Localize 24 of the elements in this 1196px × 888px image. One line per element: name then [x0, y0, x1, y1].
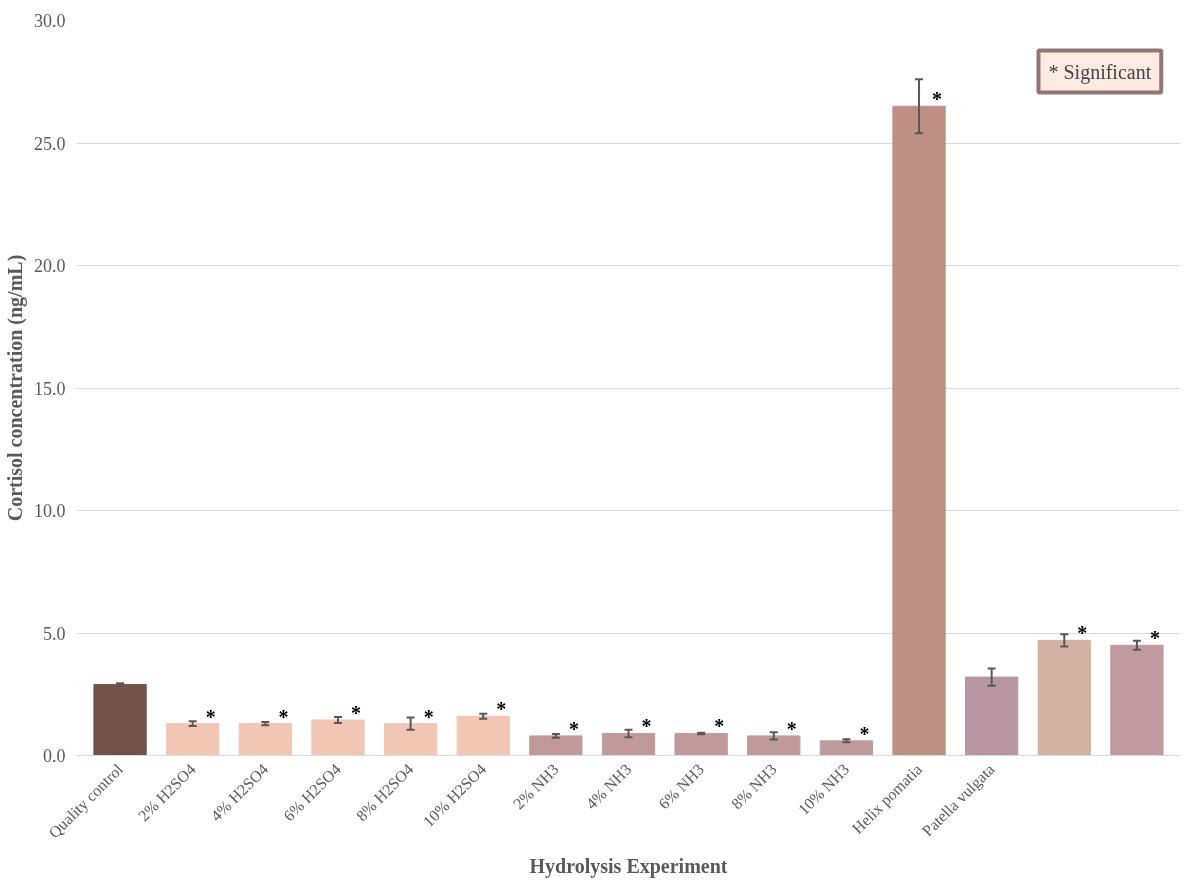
- data-label: *: [205, 705, 216, 728]
- y-tick-label: 25.0: [34, 133, 66, 154]
- data-label: *: [859, 722, 870, 745]
- data-label: *: [351, 701, 362, 724]
- y-tick-label: 30.0: [34, 11, 66, 31]
- y-tick-label: 15.0: [34, 378, 66, 399]
- y-tick-label: 20.0: [34, 256, 66, 276]
- data-label: *: [641, 715, 652, 738]
- data-label: *: [786, 717, 797, 740]
- y-tick-label: 5.0: [43, 623, 66, 644]
- y-tick-label: 0.0: [43, 746, 66, 766]
- data-label: *: [1077, 622, 1088, 645]
- data-label: *: [1149, 627, 1160, 650]
- data-label: *: [932, 88, 943, 111]
- y-tick-label: 10.0: [34, 501, 66, 521]
- data-label: *: [568, 717, 579, 740]
- y-axis-title: Cortisol concentration (ng/mL): [4, 254, 27, 522]
- annotation: * Significant: [1048, 60, 1152, 84]
- x-axis-title: Hydrolysis Experiment: [529, 855, 728, 879]
- data-label: *: [278, 705, 289, 728]
- data-label: *: [423, 705, 434, 728]
- x-tick-label: 10% NH3: [794, 760, 853, 819]
- data-label: *: [496, 698, 507, 721]
- data-label: *: [714, 715, 725, 738]
